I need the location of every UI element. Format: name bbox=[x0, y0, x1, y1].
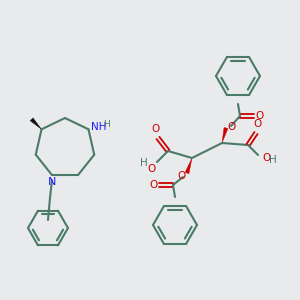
Text: H: H bbox=[269, 155, 277, 165]
Polygon shape bbox=[222, 128, 228, 143]
Text: O: O bbox=[255, 111, 263, 121]
Text: O: O bbox=[152, 124, 160, 134]
Text: O: O bbox=[262, 153, 270, 163]
Polygon shape bbox=[30, 118, 41, 129]
Text: O: O bbox=[253, 119, 261, 129]
Text: H: H bbox=[140, 158, 148, 168]
Text: O: O bbox=[178, 171, 186, 181]
Text: O: O bbox=[150, 180, 158, 190]
Text: H: H bbox=[103, 120, 110, 129]
Text: N: N bbox=[48, 177, 56, 187]
Text: O: O bbox=[227, 122, 235, 132]
Text: O: O bbox=[148, 164, 156, 174]
Polygon shape bbox=[185, 158, 192, 174]
Text: NH: NH bbox=[92, 122, 107, 132]
